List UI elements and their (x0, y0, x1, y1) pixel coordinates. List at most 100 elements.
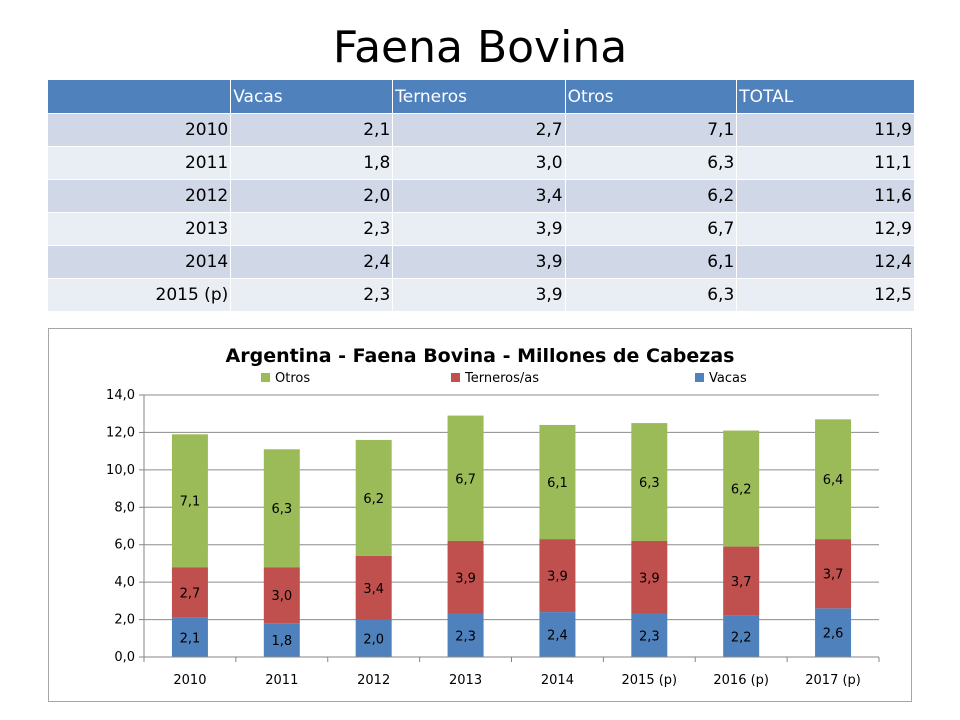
bar-segment (171, 567, 208, 618)
bar-segment (355, 619, 392, 657)
legend-label: Terneros/as (464, 371, 539, 386)
bar-segment (723, 615, 760, 657)
table-cell-vacas: 2,0 (230, 179, 394, 213)
bar-segment (631, 540, 668, 614)
data-label: 3,0 (271, 589, 292, 604)
table-row: 2010 2,1 2,7 7,1 11,9 (48, 113, 914, 147)
x-tick-label: 2017 (p) (805, 673, 861, 688)
table-cell-total: 12,5 (736, 278, 914, 311)
data-label: 6,2 (363, 492, 384, 507)
bar-segment (815, 539, 852, 609)
data-label: 6,2 (731, 483, 752, 498)
bar-segment (723, 546, 760, 616)
table-row: 2014 2,4 3,9 6,1 12,4 (48, 245, 914, 279)
table-cell-otros: 6,3 (565, 278, 738, 311)
bar-segment (539, 424, 576, 540)
table-cell-otros: 6,2 (565, 179, 738, 213)
bar-segment (263, 623, 300, 657)
faena-table: Vacas Terneros Otros TOTAL 2010 2,1 2,7 … (48, 80, 914, 311)
chart-title: Argentina - Faena Bovina - Millones de C… (226, 345, 735, 367)
y-tick-label: 8,0 (114, 500, 135, 515)
y-tick-label: 10,0 (106, 463, 135, 478)
bar-segment (447, 613, 484, 657)
data-label: 2,7 (180, 586, 201, 601)
x-tick-label: 2014 (541, 673, 574, 688)
x-tick-label: 2012 (357, 673, 390, 688)
data-label: 3,4 (363, 582, 384, 597)
table-cell-total: 12,9 (736, 212, 914, 246)
bar-segment (539, 612, 576, 657)
y-tick-label: 6,0 (114, 538, 135, 553)
bar-segment (447, 415, 484, 541)
table-header-terneros: Terneros (392, 80, 566, 114)
y-tick-label: 4,0 (114, 575, 135, 590)
y-tick-label: 2,0 (114, 613, 135, 628)
table-cell-year: 2013 (48, 212, 232, 246)
y-tick-label: 0,0 (114, 650, 135, 665)
bar-segment (263, 567, 300, 624)
table-cell-total: 12,4 (736, 245, 914, 279)
table-header-row: Vacas Terneros Otros TOTAL (48, 80, 914, 114)
table-row: 2015 (p) 2,3 3,9 6,3 12,5 (48, 278, 914, 311)
slide-title: Faena Bovina (332, 22, 628, 73)
bar-segment (171, 617, 208, 657)
table-cell-total: 11,6 (736, 179, 914, 213)
table-cell-vacas: 2,3 (230, 212, 394, 246)
table-header-vacas: Vacas (230, 80, 394, 114)
table-cell-vacas: 2,4 (230, 245, 394, 279)
data-label: 2,3 (455, 629, 476, 644)
chart-bars: 2,1 2,7 7,1 1,8 3,0 6,3 2,0 3,4 6,2 2,3 3,9 6,7 2,4 3… (171, 415, 852, 657)
y-tick-label: 12,0 (106, 425, 135, 440)
table-header-otros: Otros (565, 80, 738, 114)
data-label: 2,6 (823, 627, 844, 642)
data-label: 3,7 (823, 568, 844, 583)
legend-swatch (451, 373, 460, 382)
data-label: 3,9 (547, 570, 568, 585)
legend-label: Otros (275, 371, 310, 386)
table-cell-year: 2015 (p) (48, 278, 232, 311)
table-cell-terneros: 3,9 (392, 212, 566, 246)
bar-segment (631, 423, 668, 541)
table-cell-terneros: 3,0 (392, 146, 566, 180)
bar-segment (447, 540, 484, 614)
table-cell-otros: 6,7 (565, 212, 738, 246)
table-row: 2012 2,0 3,4 6,2 11,6 (48, 179, 914, 213)
data-label: 1,8 (271, 634, 292, 649)
data-label: 2,3 (639, 629, 660, 644)
table-cell-otros: 7,1 (565, 113, 738, 147)
legend-swatch (261, 373, 270, 382)
x-tick-label: 2015 (p) (622, 673, 678, 688)
data-label: 3,9 (639, 571, 660, 586)
bar-segment (723, 430, 760, 547)
data-label: 2,0 (363, 632, 384, 647)
data-label: 3,7 (731, 575, 752, 590)
bar-segment (539, 539, 576, 613)
data-label: 6,7 (455, 472, 476, 487)
bar-segment (815, 608, 852, 657)
data-label: 6,3 (639, 476, 660, 491)
data-label: 6,1 (547, 476, 568, 491)
table-cell-year: 2011 (48, 146, 232, 180)
table-cell-total: 11,1 (736, 146, 914, 180)
table-header-year (48, 80, 232, 114)
table-cell-terneros: 3,9 (392, 278, 566, 311)
bar-segment (815, 419, 852, 540)
bar-segment (171, 434, 208, 568)
stacked-bar-chart: Argentina - Faena Bovina - Millones de C… (106, 345, 880, 688)
data-label: 3,9 (455, 571, 476, 586)
legend-label: Vacas (709, 371, 747, 386)
table-cell-otros: 6,3 (565, 146, 738, 180)
data-label: 2,2 (731, 630, 752, 645)
chart-container: Argentina - Faena Bovina - Millones de C… (48, 328, 912, 702)
x-tick-label: 2016 (p) (713, 673, 769, 688)
x-tick-label: 2010 (173, 673, 206, 688)
data-label: 6,4 (823, 473, 844, 488)
chart-gridlines (144, 394, 879, 621)
table-cell-vacas: 1,8 (230, 146, 394, 180)
data-label: 7,1 (180, 495, 201, 510)
table-cell-otros: 6,1 (565, 245, 738, 279)
table-header-total: TOTAL (736, 80, 914, 114)
data-label: 2,4 (547, 629, 568, 644)
table-cell-vacas: 2,1 (230, 113, 394, 147)
table-row: 2011 1,8 3,0 6,3 11,1 (48, 146, 914, 180)
